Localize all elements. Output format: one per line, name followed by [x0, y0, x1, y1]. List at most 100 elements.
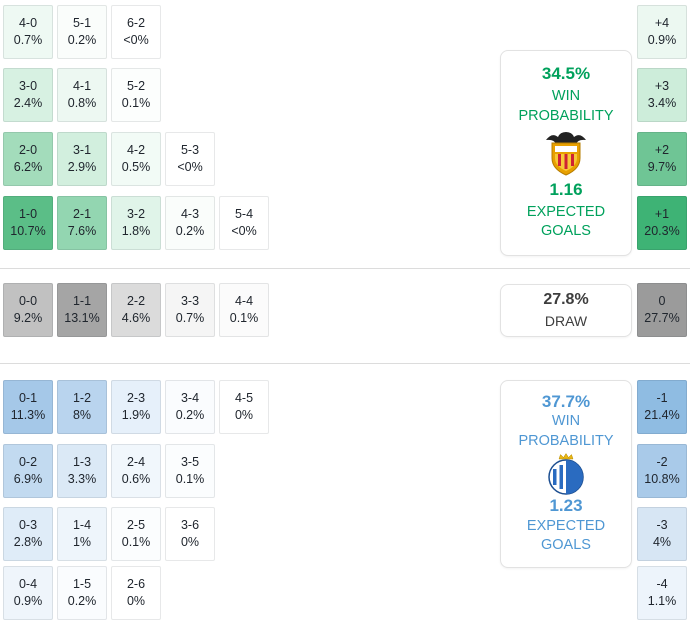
probability: 0.9%: [647, 32, 677, 47]
probability: 21.4%: [644, 407, 680, 422]
probability: 0.7%: [13, 32, 43, 47]
score-cell-1-2: 1-2 8%: [57, 380, 107, 434]
scoreline: 5-3: [180, 142, 200, 157]
probability: 11.3%: [10, 407, 46, 422]
diff-value: 0: [658, 293, 666, 308]
draw-probability-value: 27.8%: [543, 290, 589, 308]
probability: 4%: [652, 534, 672, 549]
diff-value: -2: [656, 454, 668, 469]
probability: 2.8%: [13, 534, 43, 549]
probability: 0.6%: [121, 471, 151, 486]
score-cell-3-1: 3-1 2.9%: [57, 132, 107, 186]
goal-diff-plus-4: +4 0.9%: [637, 5, 687, 59]
scoreline: 3-3: [180, 293, 200, 308]
score-cell-4-1: 4-1 0.8%: [57, 68, 107, 122]
score-cell-0-2: 0-2 6.9%: [3, 444, 53, 498]
probability: 1.1%: [647, 593, 677, 608]
score-cell-2-3: 2-3 1.9%: [111, 380, 161, 434]
goal-diff-plus-1: +1 20.3%: [637, 196, 687, 250]
label-line-1: WIN: [551, 413, 581, 430]
real-sociedad-crest-icon: [548, 453, 584, 495]
probability: 0.1%: [121, 95, 151, 110]
home-win-panel: 34.5% WIN PROBABILITY 1.16 EXPECTED GOAL…: [500, 50, 632, 256]
scoreline: 3-2: [126, 206, 146, 221]
away-expected-goals-label: EXPECTED GOALS: [527, 517, 605, 556]
score-cell-3-4: 3-4 0.2%: [165, 380, 215, 434]
goal-diff-minus-1: -1 21.4%: [637, 380, 687, 434]
scoreline: 6-2: [126, 15, 146, 30]
scoreline: 4-5: [234, 390, 254, 405]
probability: 0.2%: [175, 223, 205, 238]
label-line-1: EXPECTED: [526, 517, 606, 534]
scoreline: 1-5: [72, 576, 92, 591]
diff-value: -3: [656, 517, 668, 532]
score-cell-3-0: 3-0 2.4%: [3, 68, 53, 122]
away-win-panel: 37.7% WIN PROBABILITY 1.23 EXPECTED GOAL…: [500, 380, 632, 568]
diff-value: -1: [656, 390, 668, 405]
scoreline: 0-3: [18, 517, 38, 532]
probability: 10.8%: [644, 471, 680, 486]
probability: 2.4%: [13, 95, 43, 110]
score-cell-3-6: 3-6 0%: [165, 507, 215, 561]
probability: 0%: [126, 593, 146, 608]
probability: <0%: [123, 32, 149, 47]
probability: 0.8%: [67, 95, 97, 110]
probability: 0.1%: [175, 471, 205, 486]
score-cell-1-4: 1-4 1%: [57, 507, 107, 561]
away-expected-goals-value: 1.23: [549, 496, 583, 516]
score-cell-4-0: 4-0 0.7%: [3, 5, 53, 59]
goal-diff-plus-2: +2 9.7%: [637, 132, 687, 186]
probability: 1.8%: [121, 223, 151, 238]
draw-panel: 27.8% DRAW: [500, 284, 632, 337]
probability: 1.9%: [121, 407, 151, 422]
diff-value: +3: [654, 78, 670, 93]
score-cell-2-6: 2-6 0%: [111, 566, 161, 620]
draw-label: DRAW: [544, 312, 588, 329]
diff-value: +1: [654, 206, 670, 221]
scoreline: 2-5: [126, 517, 146, 532]
score-cell-0-1: 0-1 11.3%: [3, 380, 53, 434]
score-cell-0-4: 0-4 0.9%: [3, 566, 53, 620]
valencia-crest-icon: [546, 132, 586, 176]
probability: 0.1%: [229, 310, 259, 325]
score-cell-0-0: 0-0 9.2%: [3, 283, 53, 337]
probability: 6.2%: [13, 159, 43, 174]
probability: 9.2%: [13, 310, 43, 325]
probability: 0.9%: [13, 593, 43, 608]
goal-diff-plus-3: +3 3.4%: [637, 68, 687, 122]
section-divider-top: [0, 268, 690, 269]
score-cell-6-2: 6-2 <0%: [111, 5, 161, 59]
scoreline: 3-5: [180, 454, 200, 469]
home-win-probability-label: WIN PROBABILITY: [518, 87, 613, 126]
label-line-1: WIN: [551, 87, 581, 104]
probability: 20.3%: [644, 223, 680, 238]
label-line-2: GOALS: [541, 223, 591, 240]
away-win-probability-label: WIN PROBABILITY: [518, 412, 613, 451]
scoreline: 4-0: [18, 15, 38, 30]
scoreline: 0-2: [18, 454, 38, 469]
probability: 1%: [72, 534, 92, 549]
scoreline: 2-3: [126, 390, 146, 405]
score-cell-5-4: 5-4 <0%: [219, 196, 269, 250]
scoreline: 4-4: [234, 293, 254, 308]
score-cell-5-2: 5-2 0.1%: [111, 68, 161, 122]
scoreline: 1-2: [72, 390, 92, 405]
home-expected-goals-label: EXPECTED GOALS: [527, 203, 605, 242]
scoreline: 5-1: [72, 15, 92, 30]
scoreline: 4-3: [180, 206, 200, 221]
probability: 0.2%: [67, 32, 97, 47]
score-cell-2-1: 2-1 7.6%: [57, 196, 107, 250]
scoreline: 2-4: [126, 454, 146, 469]
score-cell-3-3: 3-3 0.7%: [165, 283, 215, 337]
scoreline: 2-6: [126, 576, 146, 591]
score-cell-1-5: 1-5 0.2%: [57, 566, 107, 620]
probability: 7.6%: [67, 223, 97, 238]
probability: 0.5%: [121, 159, 151, 174]
score-cell-4-2: 4-2 0.5%: [111, 132, 161, 186]
label-line-2: PROBABILITY: [518, 107, 614, 124]
score-cell-1-3: 1-3 3.3%: [57, 444, 107, 498]
scoreline: 3-4: [180, 390, 200, 405]
scoreline: 5-4: [234, 206, 254, 221]
scoreline: 3-1: [72, 142, 92, 157]
scoreline: 1-1: [72, 293, 92, 308]
